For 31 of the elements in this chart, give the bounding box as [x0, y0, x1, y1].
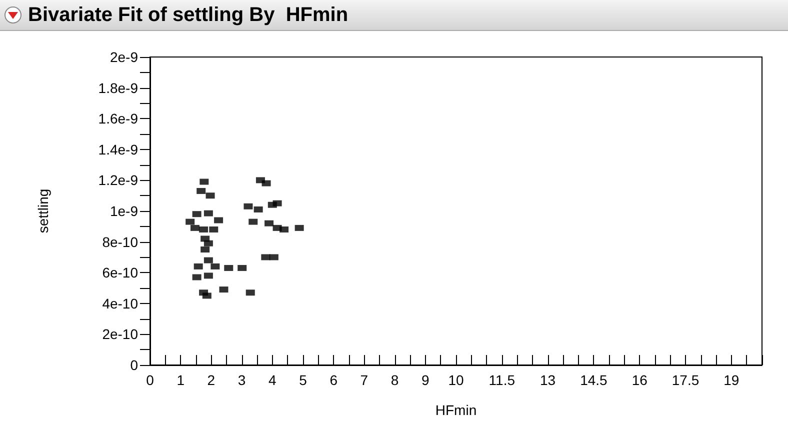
x-tick-label: 8: [390, 372, 399, 388]
y-axis-title: settling: [35, 188, 51, 234]
x-tick-label: 2: [207, 372, 216, 388]
y-tick-label: 2e-9: [110, 49, 138, 65]
y-tick-label: 8e-10: [102, 234, 138, 250]
y-tick-label: 6e-10: [102, 264, 138, 281]
y-tick-label: 1.2e-9: [98, 172, 138, 188]
x-tick-label: 9: [422, 372, 430, 388]
x-tick-label: 5: [299, 372, 308, 388]
x-tick-label: 1: [176, 372, 185, 388]
x-tick-label: 19: [724, 372, 740, 388]
y-tick-label: 1.8e-9: [98, 80, 138, 96]
x-tick-label: 10: [448, 372, 464, 388]
y-tick-label: 1.4e-9: [98, 141, 138, 158]
y-tick-label: 4e-10: [102, 295, 138, 312]
x-tick-label: 11.5: [488, 372, 516, 388]
x-axis-title: HFmin: [435, 402, 477, 418]
x-tick-label: 6: [330, 372, 338, 388]
x-tick-label: 7: [360, 372, 368, 388]
x-tick-label: 3: [238, 372, 246, 388]
x-tick-label: 16: [632, 372, 648, 388]
y-tick-label: 1e-9: [110, 203, 138, 219]
x-tick-label: 17.5: [672, 372, 700, 388]
chart-title: Bivariate Fit of settling By HFmin: [28, 4, 348, 26]
y-tick-label: 2e-10: [102, 326, 138, 342]
x-tick-label: 13: [540, 372, 556, 388]
y-tick-label: 1.6e-9: [98, 110, 138, 127]
x-tick-label: 4: [268, 372, 276, 388]
y-tick-label: 0: [130, 357, 138, 373]
x-tick-label: 14.5: [580, 372, 608, 388]
x-tick-label: 0: [146, 372, 154, 388]
